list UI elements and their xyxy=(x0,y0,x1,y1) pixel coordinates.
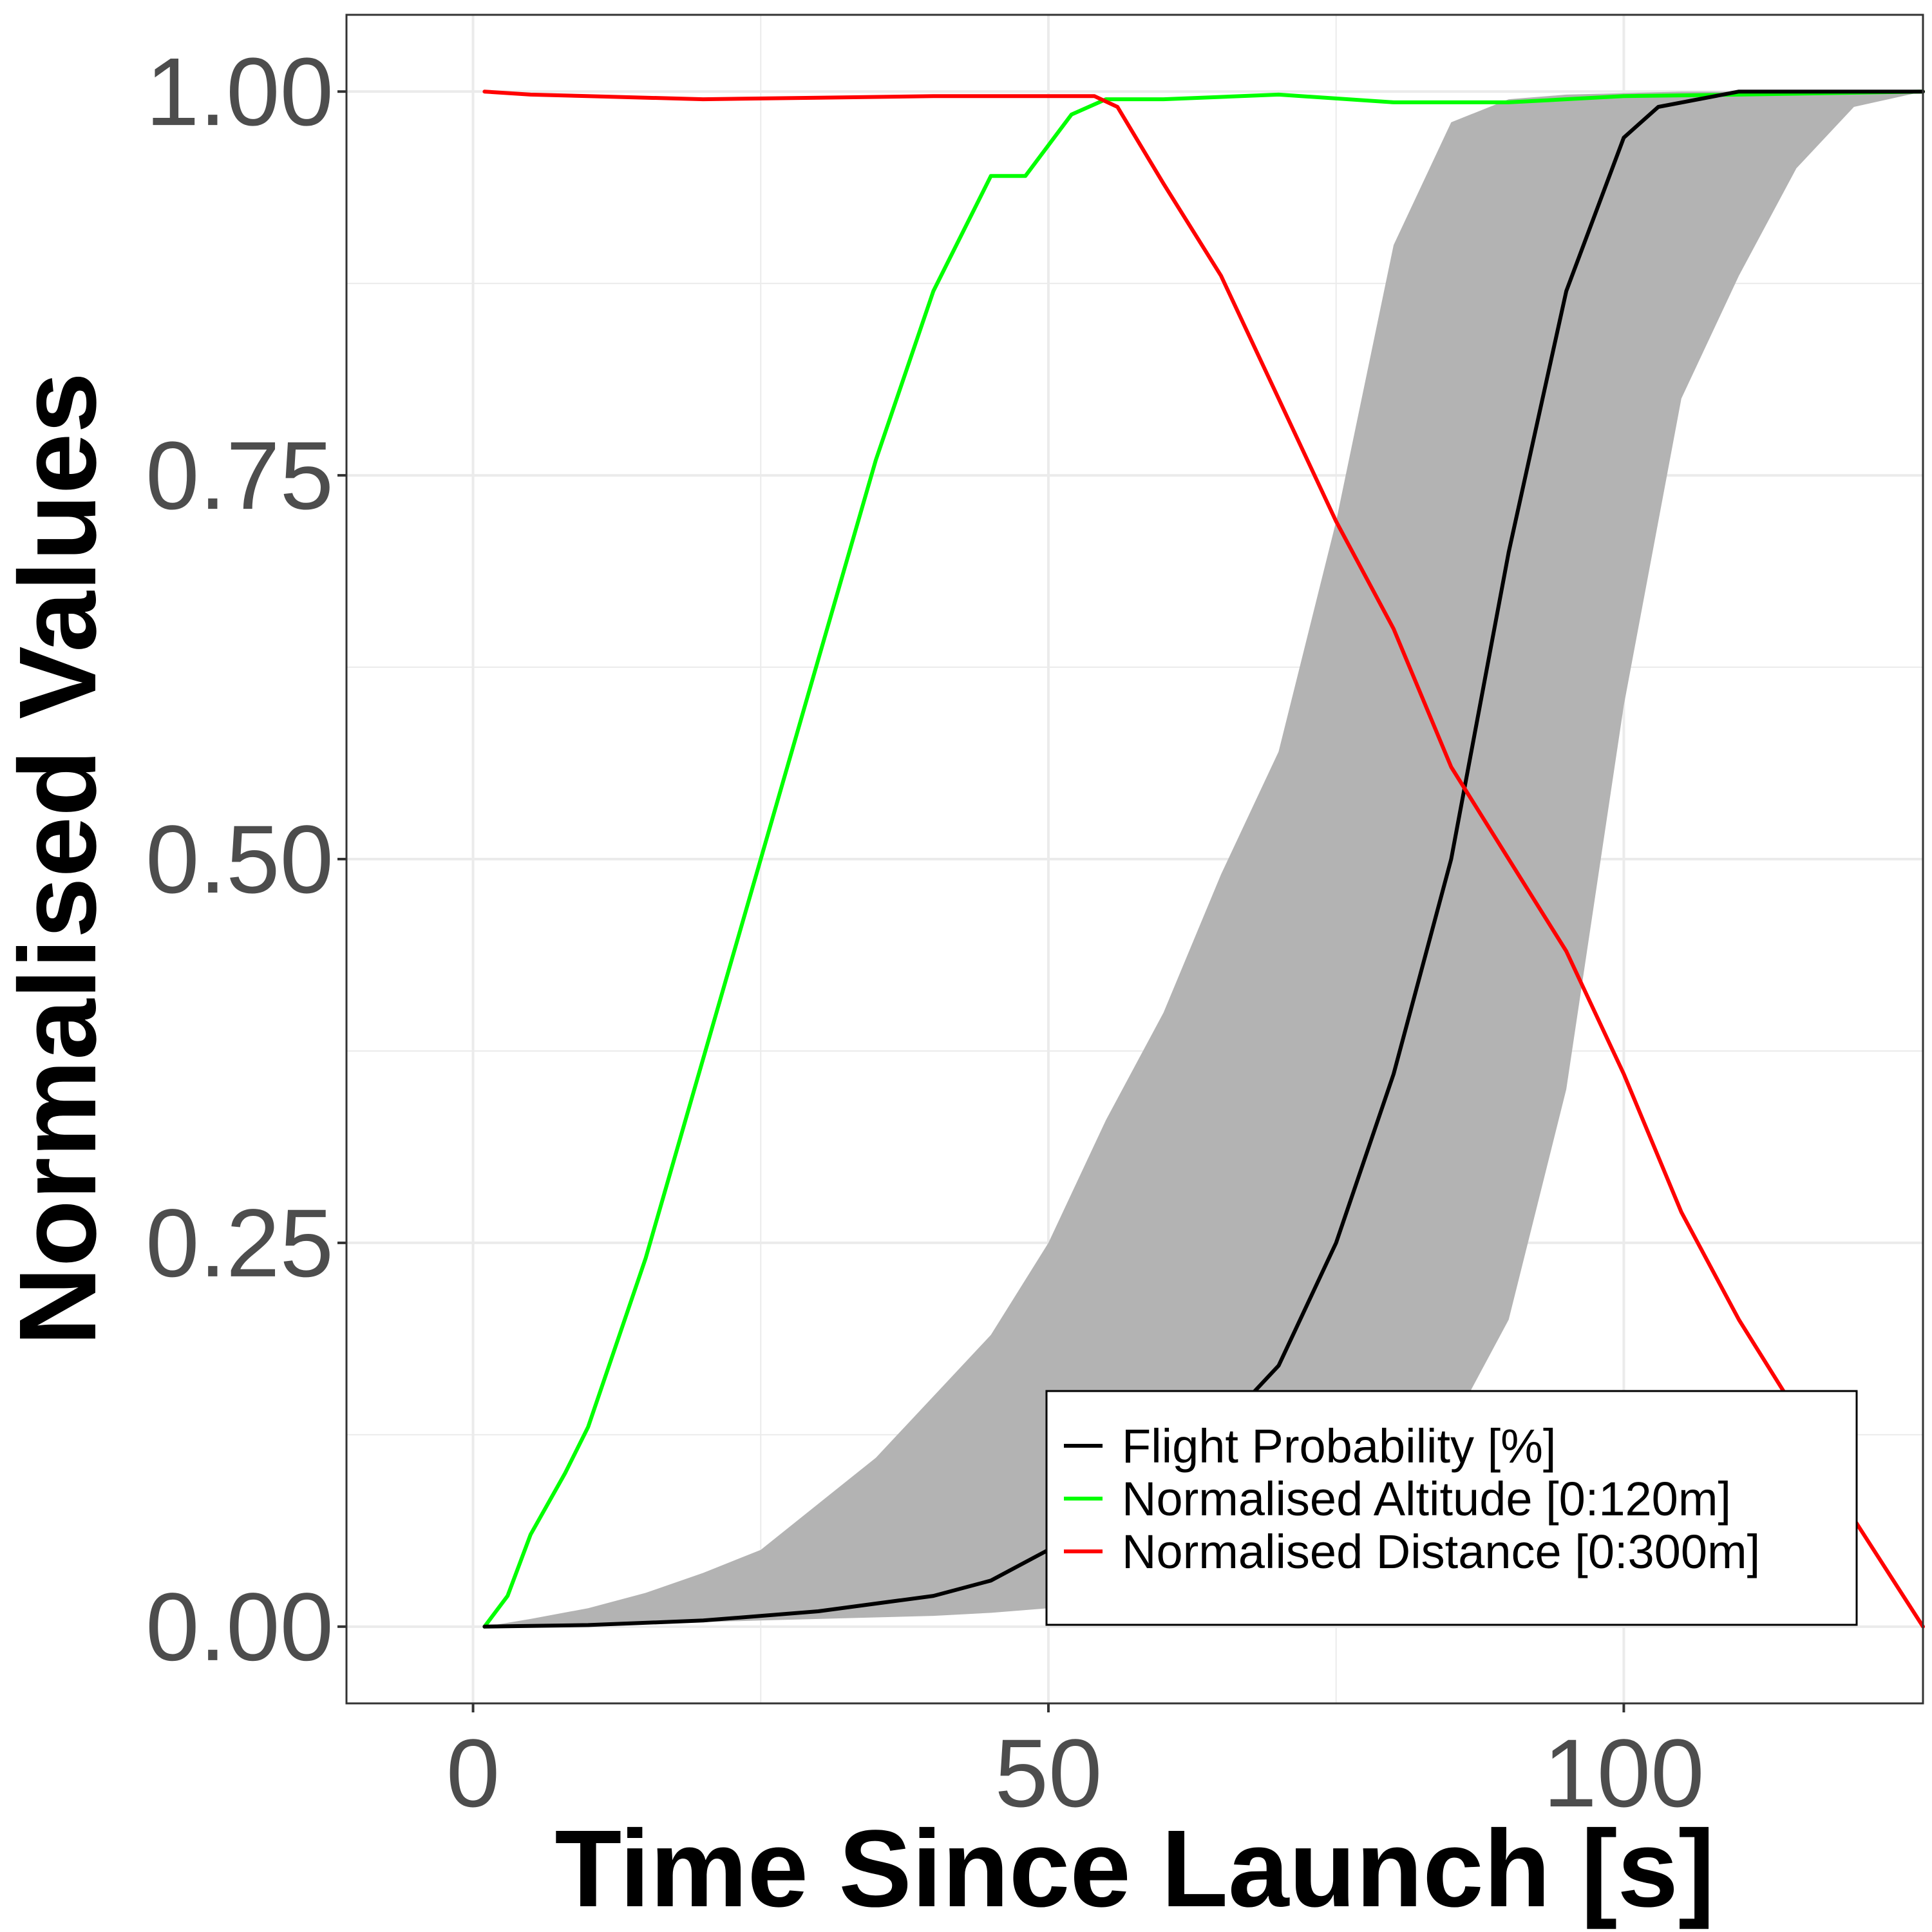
legend: Flight Probability [%]Normalised Altitud… xyxy=(1045,1390,1858,1626)
x-axis-title: Time Since Launch [s] xyxy=(554,1808,1714,1930)
y-tick-label: 0.00 xyxy=(146,1573,334,1681)
y-axis-title: Normalised Values xyxy=(0,372,119,1346)
y-tick-label: 1.00 xyxy=(146,37,334,146)
x-axis-ticks: 0 50 100 xyxy=(446,1703,1705,1827)
legend-items: Flight Probability [%]Normalised Altitud… xyxy=(1064,1419,1760,1578)
confidence-band xyxy=(484,91,1924,1627)
legend-label-1: Flight Probability [%] xyxy=(1122,1419,1557,1473)
series-line-2 xyxy=(482,90,1925,1629)
legend-label-3: Normalised Distance [0:300m] xyxy=(1122,1525,1760,1578)
y-axis-ticks: 0.00 0.25 0.50 0.75 1.00 xyxy=(146,37,346,1681)
y-tick-label: 0.25 xyxy=(146,1189,334,1297)
series-line-3 xyxy=(482,90,1925,1629)
x-tick-label: 50 xyxy=(995,1719,1103,1827)
x-tick-label: 0 xyxy=(446,1719,500,1827)
legend-box xyxy=(1045,1390,1858,1626)
band-layer xyxy=(484,91,1924,1627)
y-tick-label: 0.50 xyxy=(146,805,334,913)
legend-label-2: Normalised Altitude [0:120m] xyxy=(1122,1472,1731,1526)
x-tick-label: 100 xyxy=(1543,1719,1704,1827)
y-tick-label: 0.75 xyxy=(146,421,334,529)
